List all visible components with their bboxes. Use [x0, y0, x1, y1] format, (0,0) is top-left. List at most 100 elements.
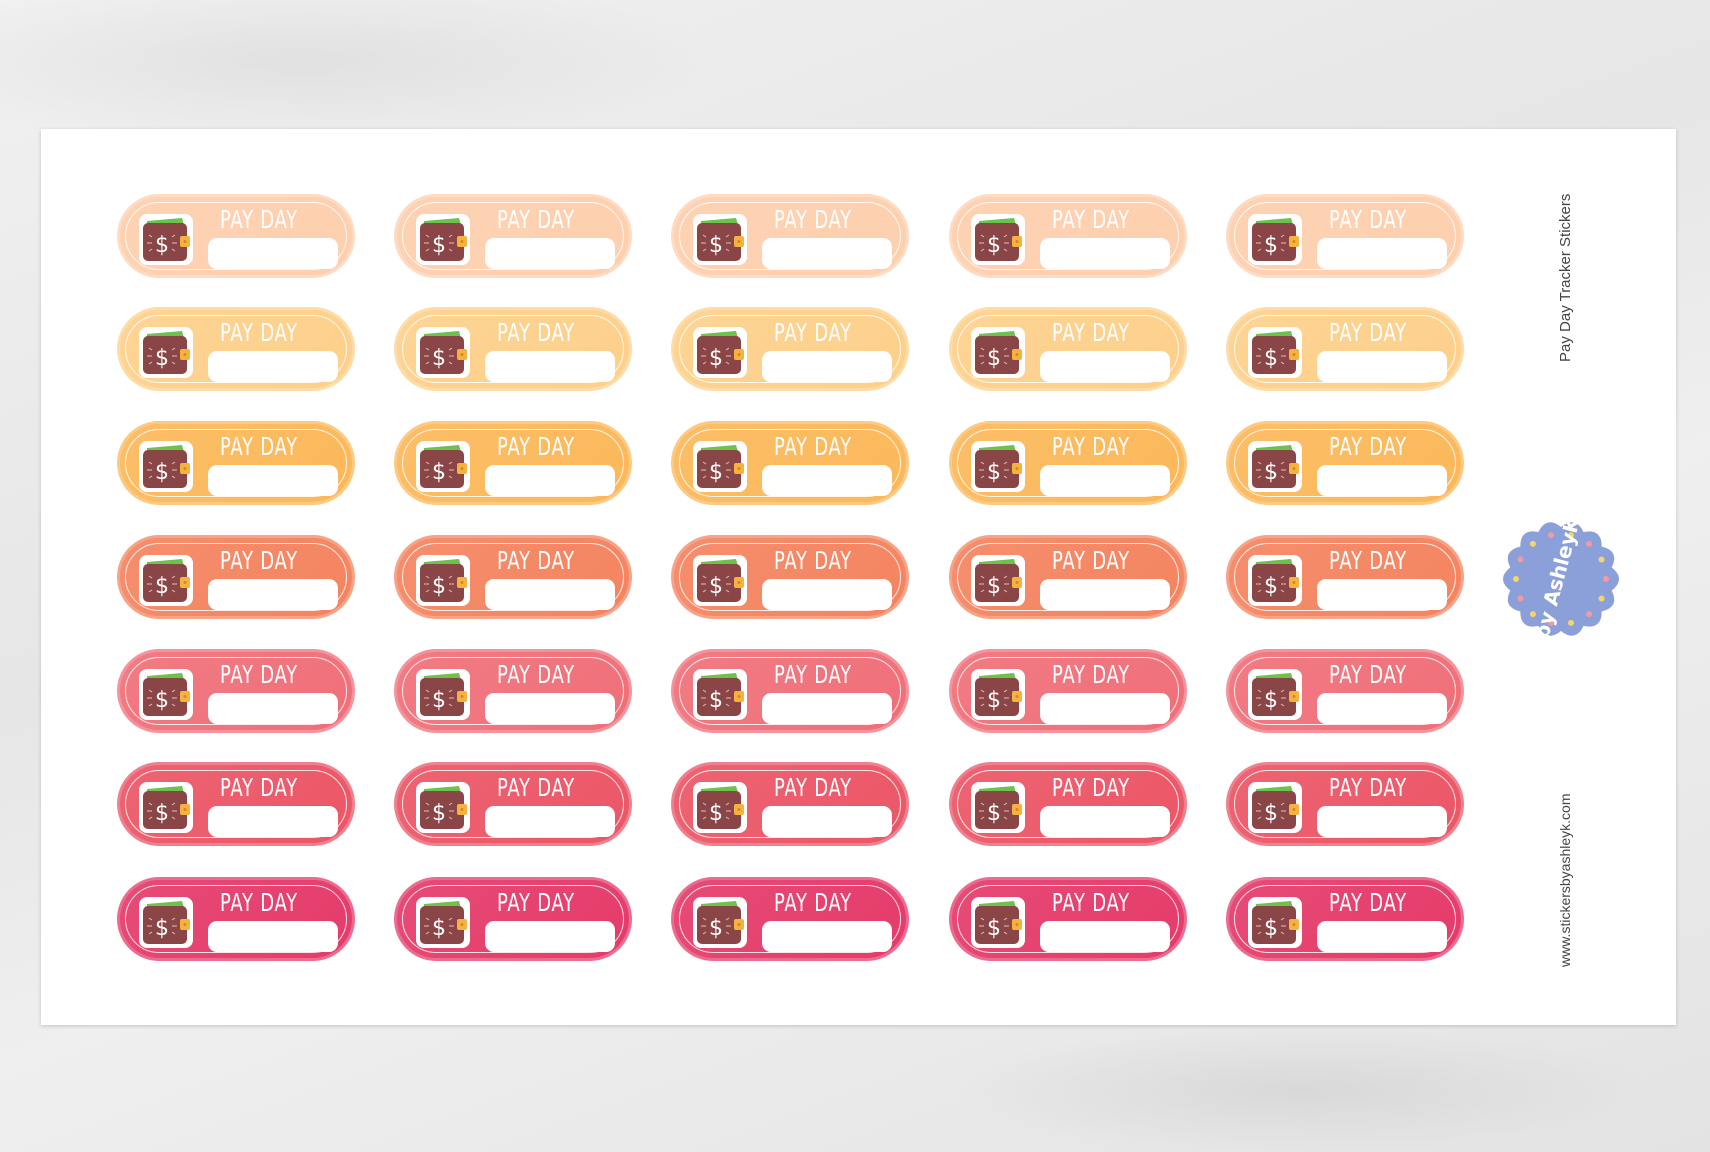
- wallet-dollar-icon: $: [693, 214, 747, 265]
- sticker-label: PAY DAY: [774, 546, 852, 575]
- heart-dot: [1547, 619, 1554, 626]
- svg-text:$: $: [709, 346, 723, 371]
- pay-day-sticker: $ PAY DAY: [117, 194, 355, 278]
- sticker-inner-border: [402, 202, 624, 270]
- write-in-box: [1040, 465, 1170, 496]
- svg-text:$: $: [987, 233, 1001, 258]
- write-in-box: [1040, 351, 1170, 382]
- write-in-box: [485, 351, 615, 382]
- sticker-inner-border: [679, 429, 901, 497]
- svg-text:$: $: [1264, 233, 1278, 258]
- sticker-label: PAY DAY: [1329, 773, 1407, 802]
- sticker-label: PAY DAY: [497, 205, 575, 234]
- pay-day-sticker: $ PAY DAY: [671, 535, 909, 619]
- pay-day-sticker: $ PAY DAY: [671, 762, 909, 846]
- pay-day-sticker: $ PAY DAY: [949, 877, 1187, 961]
- sticker-inner-border: [1234, 429, 1456, 497]
- wallet-dollar-icon: $: [416, 441, 470, 492]
- write-in-box: [1317, 693, 1447, 724]
- wallet-dollar-icon: $: [971, 669, 1025, 720]
- wallet-dollar-icon: $: [693, 441, 747, 492]
- sticker-inner-border: [679, 543, 901, 611]
- svg-text:$: $: [432, 801, 446, 826]
- svg-text:$: $: [709, 460, 723, 485]
- write-in-box: [208, 238, 338, 269]
- svg-text:$: $: [709, 801, 723, 826]
- sticker-inner-border: [1234, 770, 1456, 838]
- svg-text:$: $: [1264, 346, 1278, 371]
- sticker-inner-border: [402, 657, 624, 725]
- wallet-dollar-icon: $: [1248, 555, 1302, 606]
- wallet-dollar-icon: $: [693, 555, 747, 606]
- svg-text:$: $: [709, 574, 723, 599]
- sticker-inner-border: [125, 429, 347, 497]
- pay-day-sticker: $ PAY DAY: [1226, 762, 1464, 846]
- svg-text:$: $: [432, 346, 446, 371]
- pay-day-sticker: $ PAY DAY: [671, 194, 909, 278]
- svg-text:$: $: [432, 688, 446, 713]
- pay-day-sticker: $ PAY DAY: [949, 535, 1187, 619]
- heart-dot: [1513, 576, 1519, 582]
- sticker-label: PAY DAY: [1052, 888, 1130, 917]
- svg-text:$: $: [155, 346, 169, 371]
- sticker-label: PAY DAY: [497, 318, 575, 347]
- write-in-box: [1317, 579, 1447, 610]
- pay-day-sticker: $ PAY DAY: [1226, 649, 1464, 733]
- sticker-inner-border: [957, 770, 1179, 838]
- sticker-label: PAY DAY: [774, 660, 852, 689]
- sticker-inner-border: [1234, 885, 1456, 953]
- sticker-label: PAY DAY: [497, 773, 575, 802]
- write-in-box: [208, 806, 338, 837]
- pay-day-sticker: $ PAY DAY: [949, 194, 1187, 278]
- sticker-label: PAY DAY: [774, 205, 852, 234]
- write-in-box: [1040, 806, 1170, 837]
- sticker-inner-border: [957, 885, 1179, 953]
- write-in-box: [208, 351, 338, 382]
- svg-text:$: $: [155, 233, 169, 258]
- sticker-label: PAY DAY: [1052, 773, 1130, 802]
- svg-text:$: $: [987, 574, 1001, 599]
- write-in-box: [762, 465, 892, 496]
- write-in-box: [1317, 806, 1447, 837]
- wallet-dollar-icon: $: [139, 669, 193, 720]
- write-in-box: [208, 579, 338, 610]
- heart-dot: [1586, 611, 1593, 618]
- sticker-inner-border: [679, 770, 901, 838]
- write-in-box: [1040, 238, 1170, 269]
- sticker-label: PAY DAY: [220, 546, 298, 575]
- sticker-inner-border: [402, 770, 624, 838]
- pay-day-sticker: $ PAY DAY: [394, 762, 632, 846]
- sticker-inner-border: [125, 315, 347, 383]
- pay-day-sticker: $ PAY DAY: [394, 194, 632, 278]
- pay-day-sticker: $ PAY DAY: [1226, 307, 1464, 391]
- sticker-label: PAY DAY: [1329, 660, 1407, 689]
- svg-text:$: $: [1264, 574, 1278, 599]
- svg-text:$: $: [987, 346, 1001, 371]
- svg-text:$: $: [432, 574, 446, 599]
- wallet-dollar-icon: $: [1248, 669, 1302, 720]
- pay-day-sticker: $ PAY DAY: [117, 307, 355, 391]
- write-in-box: [762, 693, 892, 724]
- sticker-label: PAY DAY: [220, 205, 298, 234]
- sticker-label: PAY DAY: [774, 432, 852, 461]
- write-in-box: [1040, 693, 1170, 724]
- sticker-inner-border: [957, 202, 1179, 270]
- svg-text:$: $: [155, 801, 169, 826]
- pay-day-sticker: $ PAY DAY: [1226, 194, 1464, 278]
- wallet-dollar-icon: $: [416, 897, 470, 948]
- pay-day-sticker: $ PAY DAY: [394, 649, 632, 733]
- write-in-box: [762, 806, 892, 837]
- wallet-dollar-icon: $: [971, 214, 1025, 265]
- wallet-dollar-icon: $: [1248, 441, 1302, 492]
- wallet-dollar-icon: $: [1248, 782, 1302, 833]
- wallet-dollar-icon: $: [416, 782, 470, 833]
- pay-day-sticker: $ PAY DAY: [394, 877, 632, 961]
- svg-text:$: $: [1264, 801, 1278, 826]
- wallet-dollar-icon: $: [971, 327, 1025, 378]
- write-in-box: [762, 351, 892, 382]
- sticker-label: PAY DAY: [220, 888, 298, 917]
- svg-text:$: $: [432, 916, 446, 941]
- wallet-dollar-icon: $: [139, 782, 193, 833]
- sticker-inner-border: [402, 429, 624, 497]
- pay-day-sticker: $ PAY DAY: [117, 535, 355, 619]
